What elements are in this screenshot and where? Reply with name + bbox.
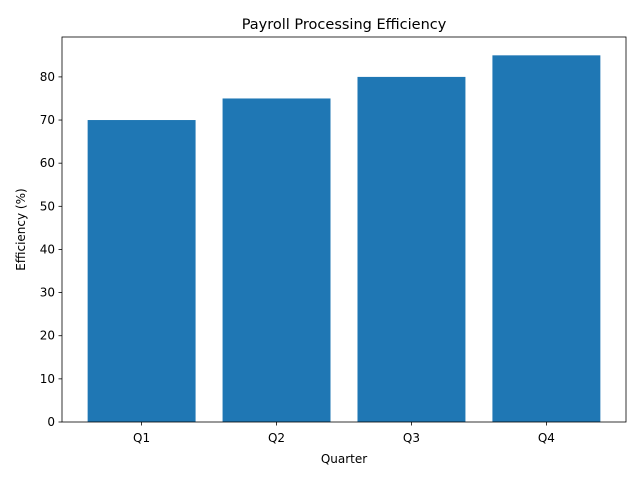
x-axis-ticks: Q1 Q2 Q3 Q4 bbox=[133, 422, 555, 445]
y-axis-label: Efficiency (%) bbox=[14, 188, 28, 270]
x-tick-label: Q2 bbox=[268, 431, 285, 445]
y-tick-label: 30 bbox=[40, 286, 55, 300]
y-tick-label: 80 bbox=[40, 70, 55, 84]
bar-q2 bbox=[222, 98, 331, 423]
y-axis-ticks: 0 10 20 30 40 50 60 70 80 bbox=[40, 70, 62, 429]
bar-q1 bbox=[87, 120, 196, 422]
y-tick-label: 20 bbox=[40, 329, 55, 343]
y-tick-label: 40 bbox=[40, 242, 55, 256]
bar-q4 bbox=[492, 55, 601, 422]
y-tick-label: 60 bbox=[40, 156, 55, 170]
x-tick-label: Q4 bbox=[538, 431, 555, 445]
bars-group bbox=[87, 55, 601, 423]
x-tick-label: Q3 bbox=[403, 431, 420, 445]
x-tick-label: Q1 bbox=[133, 431, 150, 445]
y-tick-label: 10 bbox=[40, 372, 55, 386]
bar-q3 bbox=[357, 76, 466, 422]
y-tick-label: 70 bbox=[40, 113, 55, 127]
y-tick-label: 0 bbox=[47, 415, 55, 429]
x-axis-label: Quarter bbox=[321, 452, 367, 466]
chart-title: Payroll Processing Efficiency bbox=[242, 17, 447, 33]
y-tick-label: 50 bbox=[40, 199, 55, 213]
plot-frame bbox=[61, 36, 627, 423]
